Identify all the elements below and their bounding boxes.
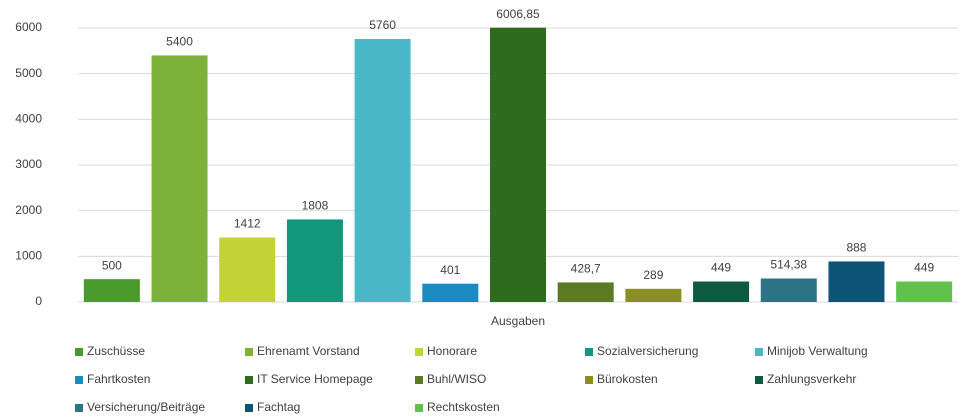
- bar: [151, 55, 208, 303]
- legend-swatch: [585, 348, 593, 356]
- legend-swatch: [245, 348, 253, 356]
- legend-label: Ehrenamt Vorstand: [257, 344, 360, 358]
- legend-label: Rechtskosten: [427, 400, 500, 414]
- bar: [760, 278, 817, 302]
- legend-label: Buhl/WISO: [427, 372, 486, 386]
- y-tick-label: 5000: [15, 66, 42, 80]
- legend-label: IT Service Homepage: [257, 372, 373, 386]
- y-tick-label: 4000: [15, 112, 42, 126]
- legend-swatch: [415, 348, 423, 356]
- legend-label: Honorare: [427, 344, 477, 358]
- legend-label: Zahlungsverkehr: [767, 372, 856, 386]
- bar: [896, 281, 953, 302]
- legend-label: Sozialversicherung: [597, 344, 698, 358]
- legend-swatch: [245, 376, 253, 384]
- y-tick-label: 2000: [15, 203, 42, 217]
- data-label: 6006,85: [496, 7, 540, 21]
- legend-label: Versicherung/Beiträge: [87, 400, 205, 414]
- x-tick-label: Ausgaben: [491, 314, 545, 328]
- bar: [286, 219, 343, 302]
- bar: [219, 237, 276, 302]
- legend-label: Bürokosten: [597, 372, 658, 386]
- bar: [490, 27, 546, 302]
- y-tick-label: 0: [35, 294, 42, 308]
- legend-swatch: [755, 348, 763, 356]
- legend-swatch: [75, 404, 83, 412]
- legend-swatch: [415, 376, 423, 384]
- bar: [828, 261, 885, 302]
- legend-label: Zuschüsse: [87, 344, 145, 358]
- data-label: 449: [914, 261, 934, 275]
- legend-swatch: [75, 348, 83, 356]
- data-label: 401: [440, 263, 460, 277]
- bar: [354, 38, 411, 303]
- legend-label: Minijob Verwaltung: [767, 344, 868, 358]
- bar: [557, 282, 614, 302]
- data-label: 5760: [369, 18, 396, 32]
- legend-swatch: [755, 376, 763, 384]
- legend-swatch: [75, 376, 83, 384]
- data-label: 289: [643, 268, 663, 282]
- y-tick-label: 1000: [15, 249, 42, 263]
- data-label: 888: [846, 241, 866, 255]
- bar: [83, 279, 140, 302]
- legend-swatch: [585, 376, 593, 384]
- data-label: 5400: [166, 35, 193, 49]
- data-label: 428,7: [571, 262, 601, 276]
- bar: [693, 281, 750, 302]
- legend-swatch: [415, 404, 423, 412]
- bar: [625, 288, 682, 302]
- y-tick-label: 6000: [15, 20, 42, 34]
- legend-label: Fachtag: [257, 400, 300, 414]
- data-label: 1808: [302, 199, 329, 213]
- data-label: 449: [711, 261, 731, 275]
- data-label: 514,38: [770, 258, 807, 272]
- legend-label: Fahrtkosten: [87, 372, 150, 386]
- legend-swatch: [245, 404, 253, 412]
- bar: [422, 283, 479, 302]
- y-tick-label: 3000: [15, 157, 42, 171]
- data-label: 1412: [234, 217, 261, 231]
- data-label: 500: [102, 258, 122, 272]
